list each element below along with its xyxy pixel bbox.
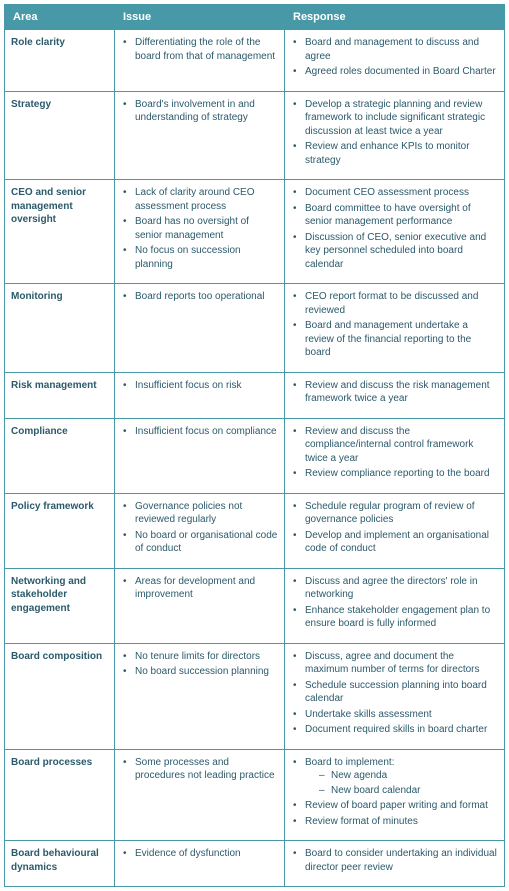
issue-item: No focus on succession planning: [121, 244, 278, 271]
issue-item: No tenure limits for directors: [121, 650, 278, 664]
response-cell: Board to implement:New agendaNew board c…: [285, 749, 505, 841]
response-item: Review format of minutes: [291, 815, 498, 829]
response-cell: Schedule regular program of review of go…: [285, 493, 505, 568]
header-response: Response: [285, 5, 505, 30]
response-item: Develop a strategic planning and review …: [291, 98, 498, 139]
area-cell: Monitoring: [5, 284, 115, 373]
area-cell: Board processes: [5, 749, 115, 841]
issue-cell: Insufficient focus on compliance: [115, 418, 285, 493]
response-item: Review and enhance KPIs to monitor strat…: [291, 140, 498, 167]
issue-cell: Insufficient focus on risk: [115, 372, 285, 418]
response-item: Enhance stakeholder engagement plan to e…: [291, 604, 498, 631]
response-item: Review and discuss the risk management f…: [291, 379, 498, 406]
area-cell: Board composition: [5, 643, 115, 749]
response-item: Board to consider undertaking an individ…: [291, 847, 498, 874]
response-item: Discuss, agree and document the maximum …: [291, 650, 498, 677]
table-row: Board compositionNo tenure limits for di…: [5, 643, 505, 749]
response-item: Schedule succession planning into board …: [291, 679, 498, 706]
response-item: Board and management to discuss and agre…: [291, 36, 498, 63]
area-cell: Compliance: [5, 418, 115, 493]
response-item-text: Board to implement:: [305, 757, 395, 768]
issue-cell: Board reports too operational: [115, 284, 285, 373]
area-cell: Strategy: [5, 91, 115, 180]
table-row: Networking and stakeholder engagementAre…: [5, 568, 505, 643]
response-item: Schedule regular program of review of go…: [291, 500, 498, 527]
response-cell: Document CEO assessment process Board com…: [285, 180, 505, 284]
table-row: StrategyBoard's involvement in and under…: [5, 91, 505, 180]
issue-cell: Lack of clarity around CEO assessment pr…: [115, 180, 285, 284]
issue-item: Board's involvement in and understanding…: [121, 98, 278, 125]
response-item: Review compliance reporting to the board: [291, 467, 498, 481]
response-cell: Board and management to discuss and agre…: [285, 30, 505, 92]
issue-cell: Board's involvement in and understanding…: [115, 91, 285, 180]
response-cell: Discuss, agree and document the maximum …: [285, 643, 505, 749]
response-item: CEO report format to be discussed and re…: [291, 290, 498, 317]
table-row: Monitoring Board reports too operational C…: [5, 284, 505, 373]
response-subitem: New agenda: [305, 769, 498, 783]
response-cell: Develop a strategic planning and review …: [285, 91, 505, 180]
response-item: Board committee to have oversight of sen…: [291, 202, 498, 229]
response-item: Board to implement:New agendaNew board c…: [291, 756, 498, 798]
table-row: CEO and senior management oversightLack …: [5, 180, 505, 284]
response-item: Develop and implement an organisational …: [291, 529, 498, 556]
issue-item: Insufficient focus on risk: [121, 379, 278, 393]
response-cell: Board to consider undertaking an individ…: [285, 841, 505, 887]
response-cell: Review and discuss the risk management f…: [285, 372, 505, 418]
issue-cell: Evidence of dysfunction: [115, 841, 285, 887]
response-item: Document required skills in board charte…: [291, 723, 498, 737]
issue-item: Board reports too operational: [121, 290, 278, 304]
area-cell: Role clarity: [5, 30, 115, 92]
issue-item: Board has no oversight of senior managem…: [121, 215, 278, 242]
area-cell: Board behavioural dynamics: [5, 841, 115, 887]
issue-item: Areas for development and improvement: [121, 575, 278, 602]
response-subitem: New board calendar: [305, 784, 498, 798]
area-cell: Risk management: [5, 372, 115, 418]
response-item: Discussion of CEO, senior executive and …: [291, 231, 498, 272]
issue-item: No board or organisational code of condu…: [121, 529, 278, 556]
issue-item: No board succession planning: [121, 665, 278, 679]
response-cell: CEO report format to be discussed and re…: [285, 284, 505, 373]
response-item: Agreed roles documented in Board Charter: [291, 65, 498, 79]
issue-item: Evidence of dysfunction: [121, 847, 278, 861]
area-cell: CEO and senior management oversight: [5, 180, 115, 284]
issue-item: Insufficient focus on compliance: [121, 425, 278, 439]
response-item: Review of board paper writing and format: [291, 799, 498, 813]
table-row: Policy frameworkGovernance policies not …: [5, 493, 505, 568]
table-row: Board processesSome processes and proced…: [5, 749, 505, 841]
table-row: Board behavioural dynamics Evidence of dy…: [5, 841, 505, 887]
table-row: Role clarityDifferentiating the role of …: [5, 30, 505, 92]
table-row: Compliance Insufficient focus on complian…: [5, 418, 505, 493]
response-cell: Review and discuss the compliance/intern…: [285, 418, 505, 493]
area-cell: Policy framework: [5, 493, 115, 568]
response-item: Undertake skills assessment: [291, 708, 498, 722]
issue-cell: Some processes and procedures not leadin…: [115, 749, 285, 841]
issue-item: Differentiating the role of the board fr…: [121, 36, 278, 63]
issue-item: Governance policies not reviewed regular…: [121, 500, 278, 527]
governance-table: Area Issue Response Role clarityDifferen…: [4, 4, 505, 887]
header-area: Area: [5, 5, 115, 30]
table-row: Risk management Insufficient focus on ris…: [5, 372, 505, 418]
issue-cell: Differentiating the role of the board fr…: [115, 30, 285, 92]
response-item: Document CEO assessment process: [291, 186, 498, 200]
response-item: Review and discuss the compliance/intern…: [291, 425, 498, 466]
response-item: Board and management undertake a review …: [291, 319, 498, 360]
issue-cell: Areas for development and improvement: [115, 568, 285, 643]
issue-cell: Governance policies not reviewed regular…: [115, 493, 285, 568]
response-item: Discuss and agree the directors' role in…: [291, 575, 498, 602]
area-cell: Networking and stakeholder engagement: [5, 568, 115, 643]
issue-item: Some processes and procedures not leadin…: [121, 756, 278, 783]
response-cell: Discuss and agree the directors' role in…: [285, 568, 505, 643]
header-issue: Issue: [115, 5, 285, 30]
issue-item: Lack of clarity around CEO assessment pr…: [121, 186, 278, 213]
issue-cell: No tenure limits for directorsNo board s…: [115, 643, 285, 749]
header-row: Area Issue Response: [5, 5, 505, 30]
